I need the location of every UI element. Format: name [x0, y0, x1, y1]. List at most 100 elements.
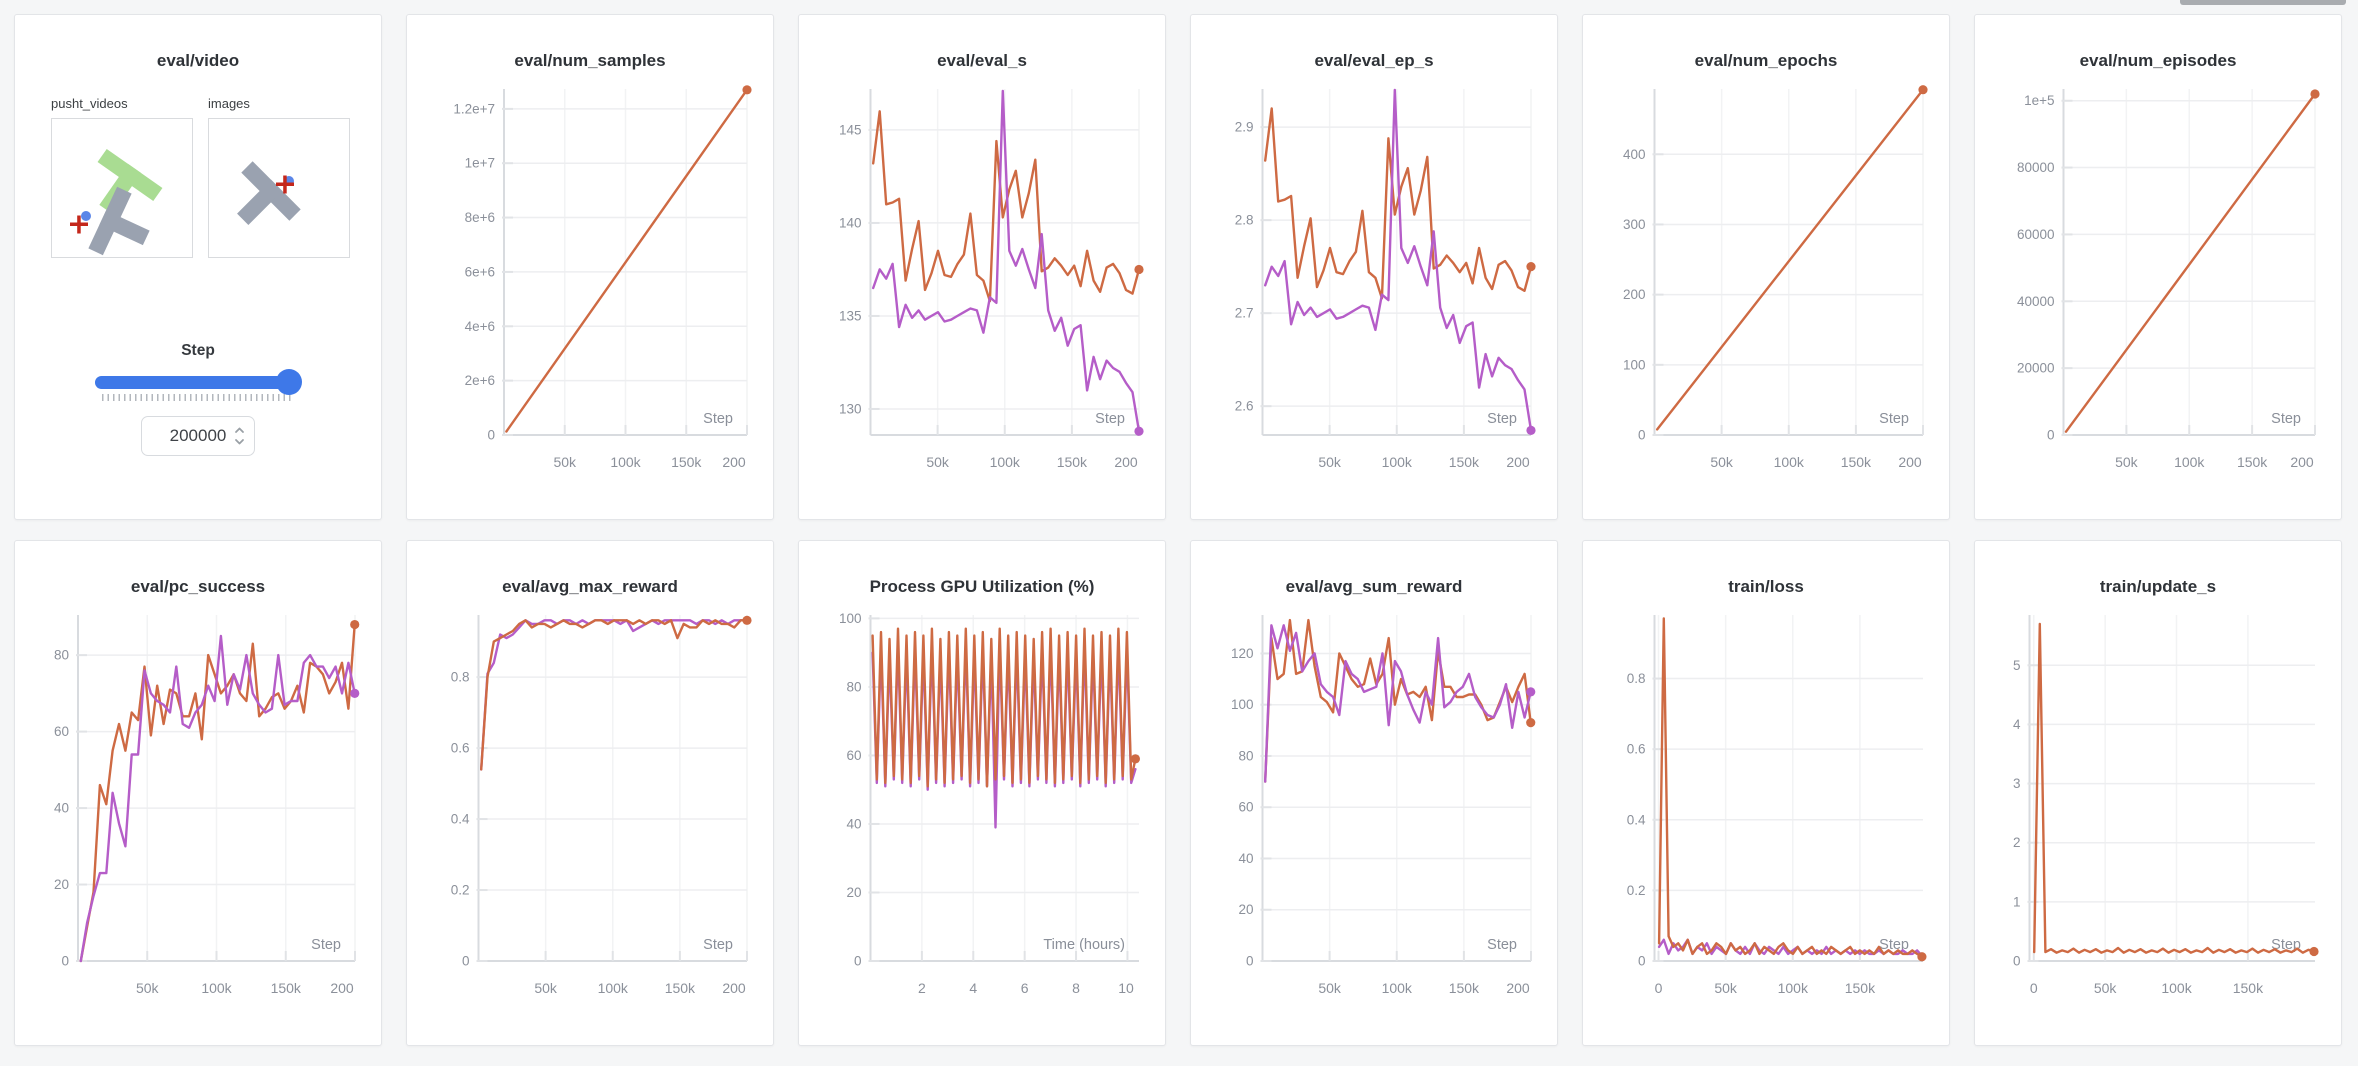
x-axis-title: Step — [1487, 937, 1517, 953]
x-tick-label: 100k — [990, 454, 1021, 470]
panel-gpu-utilization: Process GPU Utilization (%) 2 4 6 8 10 0 20 40 6… — [798, 540, 1166, 1046]
line-chart[interactable]: 50k 100k 150k 200 0 20000 40000 60000 80000 1e+5 S… — [1989, 73, 2329, 513]
series-end-dot — [1526, 425, 1536, 435]
x-tick-label: 100k — [201, 980, 232, 996]
y-tick-label: 60 — [54, 724, 69, 739]
y-tick-label: 0.4 — [451, 812, 470, 827]
line-chart[interactable]: 50k 100k 150k 200 130 135 140 145 Step — [813, 73, 1153, 513]
series-end-dot — [1526, 262, 1536, 272]
y-tick-label: 60000 — [2017, 227, 2055, 242]
series-end-dot — [2310, 89, 2320, 99]
y-tick-label: 0.6 — [1627, 742, 1646, 757]
y-tick-label: 0 — [2013, 954, 2021, 969]
slider-tick-marks — [102, 394, 294, 401]
series-purple-run — [480, 619, 749, 771]
series-orange-run — [2064, 92, 2317, 433]
step-slider[interactable] — [95, 369, 302, 395]
media-label: images — [208, 96, 250, 111]
series-orange-run — [1264, 618, 1532, 783]
y-tick-label: 0.6 — [451, 741, 470, 756]
series-end-dot — [1134, 264, 1144, 275]
y-tick-label: 200 — [1623, 287, 1646, 302]
pusht-video-thumbnail[interactable] — [51, 118, 193, 258]
step-input-value[interactable]: 200000 — [169, 426, 227, 445]
series-orange-run — [872, 110, 1141, 303]
panel-title: eval/num_episodes — [2079, 51, 2237, 70]
y-tick-label: 20 — [846, 885, 861, 900]
horizontal-scrollbar-thumb[interactable] — [2180, 0, 2346, 5]
x-axis-title: Step — [1095, 411, 1125, 427]
slider-thumb[interactable] — [275, 369, 302, 395]
x-tick-label: 0 — [2030, 980, 2038, 996]
y-tick-label: 2 — [2013, 835, 2021, 850]
slider-track[interactable] — [95, 376, 301, 389]
y-tick-label: 2e+6 — [465, 373, 495, 388]
panel-title: train/loss — [1728, 577, 1804, 596]
media-images: images — [208, 95, 350, 258]
series-end-dot — [350, 688, 360, 698]
line-chart[interactable]: 50k 100k 150k 200 0 2e+6 4e+6 6e+6 8e+6 1e+7 1.2e+… — [421, 73, 761, 513]
media-pusht-videos: pusht_videos — [51, 95, 193, 258]
y-tick-label: 80 — [1238, 748, 1253, 763]
y-tick-label: 80 — [54, 648, 69, 663]
x-tick-label: 6 — [1021, 980, 1029, 996]
x-tick-label: 50k — [2094, 980, 2118, 996]
series-end-dot — [742, 615, 752, 625]
panel-title: eval/avg_max_reward — [502, 577, 678, 596]
x-tick-label: 50k — [1714, 980, 1738, 996]
panel-title: eval/eval_ep_s — [1314, 51, 1434, 70]
y-tick-label: 1e+7 — [465, 156, 495, 171]
panel-eval-eval-s: eval/eval_s 50k 100k 150k 200 130 135 140 145 St… — [798, 14, 1166, 520]
line-chart[interactable]: 50k 100k 150k 200 0 100 200 300 400 Step — [1597, 73, 1937, 513]
panel-eval-avg-max-reward: eval/avg_max_reward 50k 100k 150k 200 0 0.2 0.… — [406, 540, 774, 1046]
x-tick-label: 50k — [2115, 454, 2139, 470]
panel-title: eval/video — [156, 51, 240, 70]
step-input[interactable]: 200000 — [141, 416, 255, 456]
line-chart[interactable]: 50k 100k 150k 200 2.6 2.7 2.8 2.9 Step — [1205, 73, 1545, 513]
x-tick-label: 200 — [1898, 454, 1922, 470]
target-cross — [276, 175, 294, 194]
series-end-dot — [1918, 85, 1928, 95]
panel-eval-num-samples: eval/num_samples 50k 100k 150k 200 0 2e+6 4e+6… — [406, 14, 774, 520]
x-tick-label: 150k — [2237, 454, 2268, 470]
series-end-dot — [1134, 426, 1144, 436]
y-tick-label: 140 — [839, 215, 862, 230]
y-tick-label: 4 — [2013, 717, 2021, 732]
y-tick-label: 20000 — [2017, 361, 2055, 376]
stepper-arrows-icon[interactable] — [234, 425, 245, 447]
x-tick-label: 50k — [1318, 454, 1342, 470]
panel-eval-eval-ep-s: eval/eval_ep_s 50k 100k 150k 200 2.6 2.7 2.8 2.… — [1190, 14, 1558, 520]
series-purple-run — [1264, 88, 1533, 432]
line-chart[interactable]: 50k 100k 150k 200 0 20 40 60 80 100 120 Step — [1205, 599, 1545, 1039]
panel-eval-video: eval/video pusht_videos — [14, 14, 382, 520]
y-tick-label: 0 — [854, 954, 862, 969]
x-tick-label: 50k — [534, 980, 558, 996]
x-tick-label: 100k — [1774, 454, 1805, 470]
panel-train-loss: train/loss 0 50k 100k 150k 0 0.2 0.4 0.6 0.8 Step — [1582, 540, 1950, 1046]
line-chart[interactable]: 0 50k 100k 150k 0 1 2 3 4 5 Step — [1989, 599, 2329, 1039]
x-tick-label: 100k — [610, 454, 641, 470]
x-tick-label: 200 — [722, 980, 746, 996]
y-tick-label: 100 — [1231, 697, 1254, 712]
x-tick-label: 0 — [1655, 980, 1663, 996]
line-chart[interactable]: 50k 100k 150k 200 0 0.2 0.4 0.6 0.8 Step — [421, 599, 761, 1039]
series-end-dot — [1526, 687, 1536, 697]
x-tick-label: 150k — [2233, 980, 2264, 996]
y-tick-label: 0.8 — [1627, 671, 1646, 686]
panel-title: eval/pc_success — [130, 577, 266, 596]
y-tick-label: 60 — [1238, 800, 1253, 815]
x-tick-label: 4 — [969, 980, 977, 996]
line-chart[interactable]: 0 50k 100k 150k 0 0.2 0.4 0.6 0.8 Step — [1597, 599, 1937, 1039]
y-tick-label: 40000 — [2017, 294, 2055, 309]
y-tick-label: 0.8 — [451, 670, 470, 685]
y-tick-label: 0 — [1638, 428, 1646, 443]
x-tick-label: 200 — [1506, 980, 1530, 996]
y-tick-label: 120 — [1231, 646, 1254, 661]
series-orange-run — [1656, 88, 1925, 431]
x-tick-label: 200 — [2290, 454, 2314, 470]
images-thumbnail[interactable] — [208, 118, 350, 258]
line-chart[interactable]: 50k 100k 150k 200 0 20 40 60 80 Step — [29, 599, 369, 1039]
y-tick-label: 100 — [1623, 357, 1646, 372]
panel-title: eval/num_epochs — [1694, 51, 1838, 70]
